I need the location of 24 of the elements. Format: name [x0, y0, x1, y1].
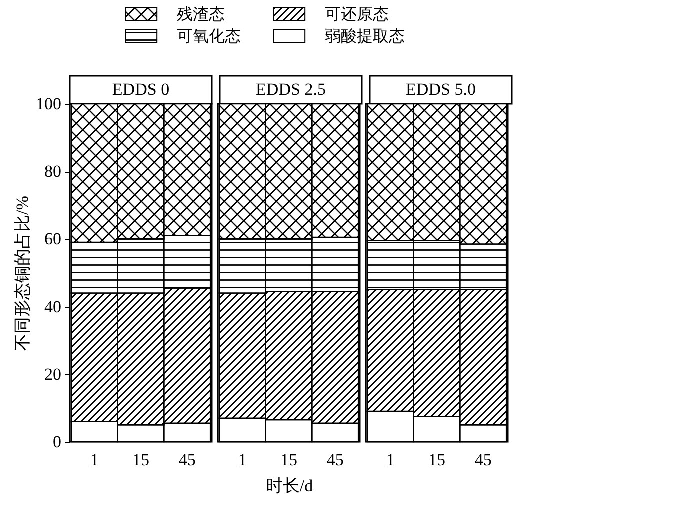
chart-title: EDDS 2.5 [256, 80, 326, 99]
y-tick-label: 100 [36, 94, 62, 114]
legend-label: 可还原态 [325, 6, 389, 24]
x-tick-label: 15 [280, 450, 298, 470]
chart-title: EDDS 5.0 [406, 80, 476, 99]
legend-label: 残渣态 [177, 6, 225, 24]
x-axis-title: 时长/d [266, 476, 314, 496]
x-tick-label: 45 [178, 450, 196, 470]
x-tick-label: 15 [428, 450, 446, 470]
chart-title: EDDS 0 [112, 80, 170, 99]
legend-label: 可氧化态 [177, 28, 241, 46]
x-tick-label: 15 [132, 450, 150, 470]
x-tick-label: 1 [238, 450, 247, 470]
y-tick-label: 20 [44, 364, 62, 384]
y-tick-label: 60 [44, 230, 62, 249]
y-tick-label: 0 [53, 432, 62, 452]
x-tick-label: 45 [326, 450, 344, 470]
x-tick-label: 1 [90, 450, 99, 470]
y-tick-label: 80 [44, 162, 62, 182]
x-tick-label: 1 [386, 450, 395, 470]
x-tick-label: 45 [474, 450, 492, 470]
legend-label: 弱酸提取态 [325, 28, 405, 46]
y-axis-title: 不同形态铜的占比/% [13, 196, 32, 351]
y-tick-label: 40 [44, 297, 62, 316]
